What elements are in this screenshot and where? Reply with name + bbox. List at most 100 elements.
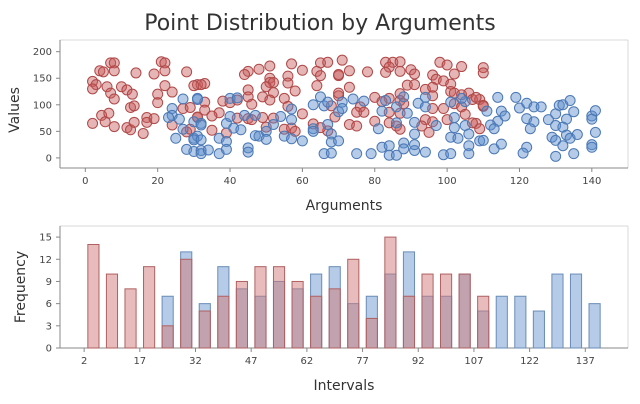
red-scatter-point [470,91,482,103]
red-histogram-bar [87,243,100,349]
red-scatter-point [130,67,142,79]
red-scatter-point [456,61,468,73]
blue-histogram-bar [495,295,508,349]
blue-scatter-point [419,91,431,103]
blue-scatter-point [242,142,254,154]
red-scatter-point [333,69,345,81]
blue-scatter-point [419,146,431,158]
blue-scatter-point [260,133,272,145]
red-scatter-point [333,90,345,102]
blue-scatter-point [398,137,410,149]
blue-histogram-bar [569,273,583,349]
blue-scatter-point [586,139,598,151]
histogram-x-tick-label: 32 [189,356,202,367]
blue-scatter-point [383,140,395,152]
blue-scatter-point [336,103,348,115]
blue-scatter-point [376,105,388,117]
blue-scatter-point [481,105,493,117]
red-scatter-point [148,113,160,125]
red-scatter-point [126,88,138,100]
scatter-y-tick-label: 200 [33,47,52,58]
red-scatter-point [166,86,178,98]
scatter-y-tick-label: 150 [33,74,52,85]
histogram-x-axis-label: Intervals [314,378,375,394]
blue-scatter-point [409,116,421,128]
blue-scatter-point [463,140,475,152]
blue-scatter-point [419,101,431,113]
red-scatter-point [260,81,272,93]
red-histogram-bar [254,266,267,349]
red-scatter-point [296,108,308,120]
red-scatter-point [188,80,200,92]
red-scatter-point [289,85,301,97]
blue-scatter-point [358,95,370,107]
red-scatter-point [311,65,323,77]
blue-scatter-point [390,149,402,161]
red-scatter-point [394,65,406,77]
red-histogram-bar [402,295,416,349]
blue-scatter-point [322,118,334,130]
red-scatter-point [343,81,355,93]
blue-scatter-point [286,133,298,145]
blue-scatter-point [286,103,298,115]
scatter-x-tick-label: 0 [82,176,88,187]
blue-scatter-point [499,110,511,122]
histogram-y-tick-label: 0 [46,344,52,355]
blue-scatter-point [409,139,421,151]
red-scatter-point [159,65,171,77]
red-scatter-point [333,87,345,99]
blue-scatter-point [333,135,345,147]
histogram-y-tick-label: 12 [39,255,52,266]
scatter-x-tick-label: 140 [582,176,601,187]
red-scatter-point [336,54,348,66]
red-scatter-point [405,64,417,76]
blue-scatter-point [220,143,232,155]
histogram-x-tick-label: 47 [245,356,258,367]
red-scatter-point [199,104,211,116]
blue-scatter-point [589,105,601,117]
red-scatter-point [423,126,435,138]
blue-scatter-point [492,91,504,103]
red-scatter-point [474,123,486,135]
red-scatter-point [409,68,421,80]
red-scatter-point [264,60,276,72]
blue-scatter-point [495,138,507,150]
red-scatter-point [314,70,326,82]
red-scatter-point [87,117,99,129]
red-scatter-point [394,56,406,68]
blue-scatter-point [463,148,475,160]
blue-scatter-point [325,147,337,159]
red-histogram-bar [440,273,453,349]
blue-histogram-bar [532,310,545,349]
blue-scatter-point [568,106,580,118]
red-scatter-point [206,110,218,122]
blue-scatter-point [177,93,189,105]
red-scatter-point [137,127,149,139]
blue-scatter-point [521,141,533,153]
blue-scatter-point [488,123,500,135]
blue-scatter-point [477,134,489,146]
red-scatter-point [351,120,363,132]
red-scatter-point [441,59,453,71]
blue-scatter-point [242,146,254,158]
blue-histogram-bar [551,273,564,349]
blue-scatter-point [286,114,298,126]
blue-scatter-point [202,144,214,156]
chart-title: Point Distribution by Arguments [144,11,496,36]
blue-scatter-point [409,144,421,156]
red-scatter-point [343,65,355,77]
blue-scatter-point [398,143,410,155]
blue-scatter-point [564,95,576,107]
blue-scatter-point [589,126,601,138]
red-scatter-point [409,79,421,91]
red-histogram-bar [161,325,174,349]
blue-histogram-bar [514,295,527,349]
red-scatter-point [380,66,392,78]
blue-scatter-point [571,129,583,141]
red-scatter-point [477,99,489,111]
red-scatter-point [152,97,164,109]
blue-scatter-point [463,128,475,140]
red-scatter-point [311,80,323,92]
blue-scatter-point [231,92,243,104]
